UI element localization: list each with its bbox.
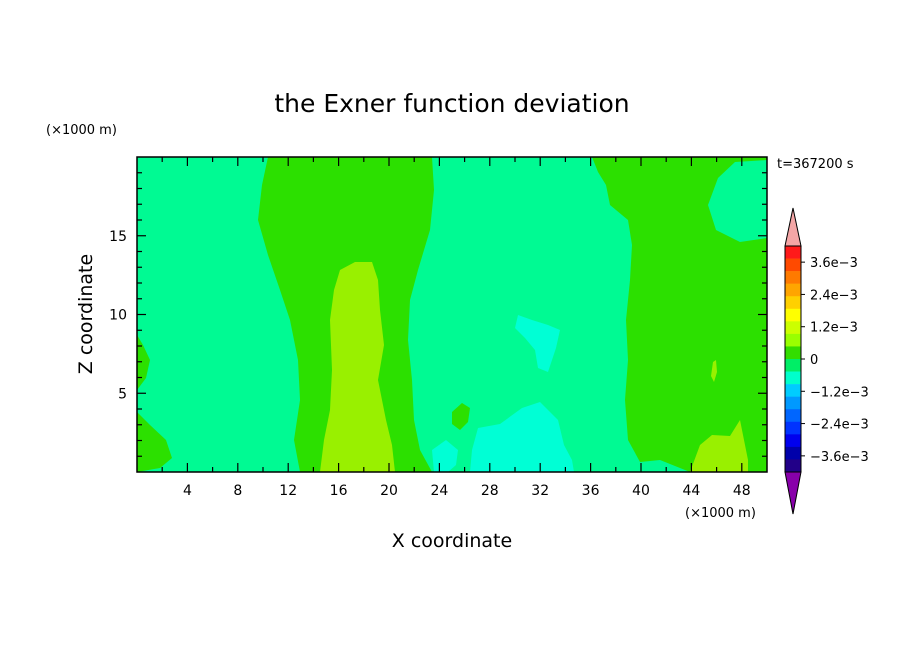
colorbar-segment (785, 371, 801, 385)
x-tick-label: 44 (682, 483, 700, 499)
colorbar-label: 1.2e−3 (810, 321, 858, 336)
chart-title: the Exner function deviation (274, 89, 629, 118)
x-tick-label: 36 (582, 483, 600, 499)
contour-positive-core-1 (320, 262, 395, 472)
x-tick-label: 8 (233, 483, 242, 499)
x-tick-label: 4 (183, 483, 192, 499)
colorbar-segment (785, 296, 801, 310)
colorbar-segment (785, 409, 801, 423)
y-tick-label: 10 (109, 308, 127, 324)
colorbar-segment (785, 246, 801, 259)
time-label: t=367200 s (777, 157, 854, 172)
colorbar-segment (785, 333, 801, 347)
colorbar-segment (785, 308, 801, 322)
colorbar-label: −2.4e−3 (810, 418, 869, 433)
colorbar-segment (785, 346, 801, 360)
colorbar-label: −1.2e−3 (810, 385, 869, 400)
x-tick-label: 40 (632, 483, 650, 499)
x-tick-label: 16 (330, 483, 348, 499)
colorbar-segment (785, 258, 801, 272)
x-tick-labels: 4 8 12 16 20 24 28 32 36 40 44 48 (183, 483, 751, 499)
x-tick-label: 32 (531, 483, 549, 499)
x-tick-label: 12 (279, 483, 297, 499)
y-unit-label: (×1000 m) (46, 123, 117, 138)
colorbar-under-arrow (784, 471, 802, 515)
contour-positive-band-2 (592, 157, 767, 472)
x-tick-label: 20 (380, 483, 398, 499)
contour-positive-blob (452, 403, 470, 430)
contour-positive-speck (711, 360, 717, 382)
axis-ticks (137, 157, 767, 472)
colorbar-segment (785, 359, 801, 372)
colorbar-segment (785, 396, 801, 410)
x-tick-label: 28 (481, 483, 499, 499)
colorbar-label: 2.4e−3 (810, 288, 858, 303)
contour-positive-core-2 (690, 420, 748, 472)
contour-positive-left (137, 335, 172, 472)
colorbar-segment (785, 434, 801, 448)
colorbar-segment (785, 283, 801, 297)
colorbar-segment (785, 321, 801, 335)
colorbar-label: 0 (810, 353, 818, 368)
y-tick-labels: 5 10 15 (109, 229, 127, 403)
colorbar-segment (785, 446, 801, 460)
contour-negative-patch-2 (470, 402, 574, 472)
contour-field (137, 157, 767, 472)
contour-negative-patch-1 (515, 315, 560, 372)
x-unit-label: (×1000 m) (685, 506, 756, 521)
y-axis-label: Z coordinate (75, 254, 97, 374)
contour-negative-patch-3 (432, 440, 458, 472)
x-tick-label: 24 (430, 483, 448, 499)
colorbar-segment (785, 384, 801, 397)
y-tick-label: 15 (109, 229, 127, 245)
colorbar-segment (785, 421, 801, 435)
colorbar-over-arrow (784, 207, 802, 247)
x-tick-label: 48 (733, 483, 751, 499)
y-tick-label: 5 (118, 386, 127, 402)
colorbar-segment (785, 271, 801, 284)
colorbar-segment (785, 459, 801, 473)
colorbar-label: −3.6e−3 (810, 450, 869, 465)
colorbar-label: 3.6e−3 (810, 256, 858, 271)
x-axis-label: X coordinate (392, 530, 512, 552)
colorbar: 3.6e−3 2.4e−3 1.2e−3 0 −1.2e−3 −2.4e−3 −3.6e−3 (784, 207, 869, 515)
